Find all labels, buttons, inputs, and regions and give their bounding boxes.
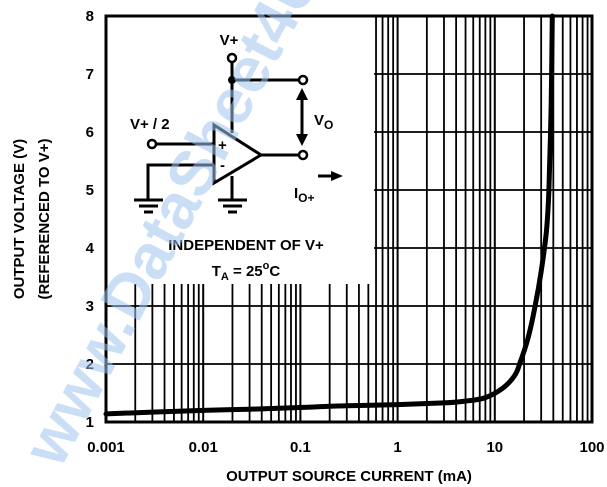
ta-unit: C — [269, 263, 280, 280]
inverting-input-wire — [146, 163, 214, 200]
junction-dot — [228, 76, 236, 84]
opamp-plus-label: + — [218, 137, 227, 154]
temperature-label: TA = 25oC — [212, 260, 281, 283]
vplus-label: V+ — [220, 32, 239, 49]
io-label: IO+ — [294, 185, 315, 205]
y-tick-label: 6 — [86, 124, 94, 141]
y-tick-label: 7 — [86, 66, 94, 83]
ta-degree: o — [263, 260, 270, 272]
ground-symbol-right — [218, 198, 247, 214]
op-amp-schematic — [146, 62, 304, 200]
x-tick-label: 10 — [486, 439, 503, 456]
ground-symbol-left — [134, 198, 163, 214]
y-tick-label: 4 — [86, 240, 95, 257]
ta-prefix: T — [212, 263, 221, 280]
opamp-minus-label: - — [220, 157, 225, 174]
x-tick-labels: 0.001 0.01 0.1 1 10 100 — [87, 439, 604, 456]
schematic-fills — [228, 76, 343, 181]
ta-subscript: A — [221, 271, 229, 283]
x-tick-label: 1 — [393, 439, 401, 456]
y-axis-title-line1: OUTPUT VOLTAGE (V) — [11, 139, 28, 299]
y-tick-label: 3 — [86, 298, 94, 315]
y-axis-title-line2: (REFERENCED TO V+) — [36, 139, 53, 300]
io-arrow-head — [331, 171, 343, 181]
output-sense-terminal — [297, 74, 309, 86]
op-amp-triangle — [212, 122, 264, 186]
y-tick-label: 8 — [86, 8, 94, 25]
vo-arrow-head-up — [296, 88, 308, 100]
y-tick-label: 1 — [86, 414, 94, 431]
vo-arrow-head-down — [296, 134, 308, 146]
io-label-sub: O+ — [298, 191, 314, 205]
y-tick-label: 2 — [86, 356, 94, 373]
x-tick-label: 0.01 — [189, 439, 218, 456]
ta-value: = 25 — [229, 263, 263, 280]
output-terminal — [297, 149, 309, 161]
condition-label: INDEPENDENT OF V+ — [168, 237, 324, 254]
output-voltage-curve — [103, 13, 555, 417]
x-tick-label: 0.001 — [87, 439, 125, 456]
vo-label-sub: O — [324, 118, 333, 132]
vplus-terminal — [226, 52, 238, 64]
y-tick-label: 5 — [86, 182, 94, 199]
vo-label: VO — [314, 112, 333, 132]
vo-label-main: V — [314, 112, 324, 129]
x-tick-label: 0.1 — [290, 439, 311, 456]
x-axis-title: OUTPUT SOURCE CURRENT (mA) — [226, 468, 472, 485]
schematic-terminals — [146, 52, 309, 161]
vhalf-terminal — [146, 138, 158, 150]
plot-frame — [104, 14, 594, 424]
vhalf-label: V+ / 2 — [130, 116, 170, 133]
y-tick-labels: 1 2 3 4 5 6 7 8 — [86, 8, 95, 431]
io-label-main: I — [294, 185, 298, 202]
x-tick-label: 100 — [579, 439, 604, 456]
